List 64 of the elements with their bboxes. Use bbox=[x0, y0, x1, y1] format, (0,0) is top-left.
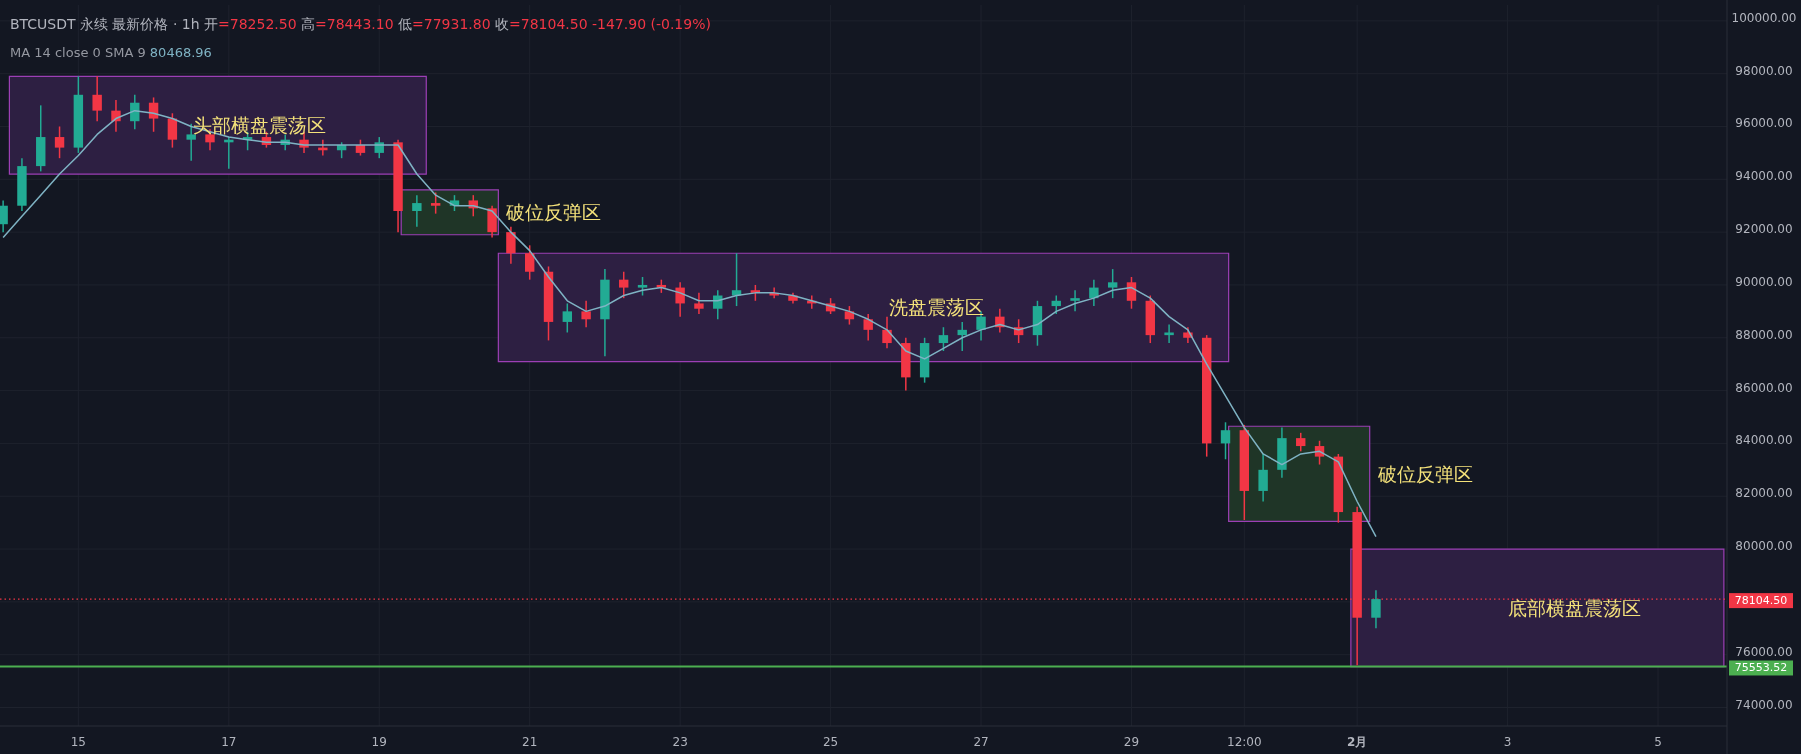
text: 开=78252.50 高=78443.10 低=77931.80 收=78104.50 -147.90 (-0.19%) bbox=[204, 16, 711, 32]
candlestick bbox=[637, 276, 648, 297]
x-tick-label: 12:00 bbox=[1227, 735, 1262, 749]
candlestick bbox=[412, 194, 422, 228]
x-tick-label: 2月 bbox=[1346, 735, 1368, 749]
text: BTCUSDT 永续 最新价格 · 1h bbox=[10, 16, 200, 32]
ref-line-label: 75553.52 bbox=[1734, 661, 1788, 675]
x-tick-label: 3 bbox=[1503, 735, 1512, 749]
x-tick-label: 15 bbox=[70, 735, 86, 749]
y-tick-label: 96000.00 bbox=[1735, 116, 1793, 131]
candlestick bbox=[186, 123, 196, 162]
text: MA 14 close 0 SMA 9 bbox=[10, 44, 146, 60]
y-tick-label: 90000.00 bbox=[1735, 274, 1793, 289]
y-tick-label: 76000.00 bbox=[1735, 644, 1793, 659]
annotation: 洗盘震荡区 bbox=[889, 296, 985, 319]
annotation: 破位反弹区 bbox=[505, 201, 602, 224]
x-tick-label: 25 bbox=[822, 735, 839, 749]
candlestick bbox=[1220, 421, 1231, 461]
candlestick bbox=[1258, 453, 1268, 503]
candlestick bbox=[675, 281, 685, 318]
x-tick-label: 23 bbox=[672, 735, 688, 749]
y-tick-label: 88000.00 bbox=[1735, 327, 1793, 342]
candlestick bbox=[1107, 268, 1118, 299]
x-tick-label: 5 bbox=[1654, 735, 1662, 749]
x-tick-label: 17 bbox=[221, 735, 237, 749]
y-tick-label: 100000.00 bbox=[1731, 10, 1797, 25]
y-tick-label: 92000.00 bbox=[1735, 222, 1793, 237]
x-tick-label: 19 bbox=[371, 735, 387, 749]
candlestick bbox=[1051, 294, 1061, 315]
candlestick bbox=[167, 112, 178, 149]
x-tick-label: 27 bbox=[973, 735, 989, 749]
candlestick bbox=[487, 204, 497, 239]
y-tick-label: 82000.00 bbox=[1735, 486, 1793, 501]
y-tick-label: 86000.00 bbox=[1735, 380, 1793, 395]
candlestick bbox=[863, 313, 873, 342]
ref-line-label: 78104.50 bbox=[1734, 594, 1788, 608]
candlestick bbox=[525, 244, 535, 281]
candlestick bbox=[957, 321, 967, 352]
candlestick bbox=[581, 300, 591, 328]
candlestick bbox=[1089, 278, 1099, 307]
y-tick-label: 80000.00 bbox=[1735, 539, 1793, 554]
y-tick-label: 84000.00 bbox=[1735, 433, 1793, 448]
candlestick bbox=[1070, 289, 1080, 313]
candlestick bbox=[54, 125, 65, 159]
candlestick bbox=[92, 75, 102, 122]
candlestick bbox=[1164, 323, 1174, 344]
candlestick bbox=[882, 315, 892, 350]
candlestick bbox=[0, 199, 8, 233]
candlestick bbox=[938, 326, 949, 352]
annotation: 底部横盘震荡区 bbox=[1508, 596, 1642, 619]
candlestick bbox=[506, 226, 516, 265]
y-tick-label: 94000.00 bbox=[1735, 169, 1793, 184]
candlestick bbox=[619, 270, 629, 299]
x-tick-label: 21 bbox=[522, 735, 538, 749]
annotation: 破位反弹区 bbox=[1376, 462, 1473, 485]
y-tick-label: 74000.00 bbox=[1735, 697, 1793, 712]
candlestick bbox=[1296, 432, 1306, 453]
candlestick bbox=[694, 292, 704, 315]
y-tick-label: 98000.00 bbox=[1735, 63, 1793, 78]
annotation: 80468.96 bbox=[145, 44, 212, 60]
candlestick bbox=[1371, 589, 1381, 630]
x-tick-label: 29 bbox=[1123, 735, 1140, 749]
candlestick bbox=[430, 191, 441, 215]
candlestick bbox=[562, 302, 573, 334]
